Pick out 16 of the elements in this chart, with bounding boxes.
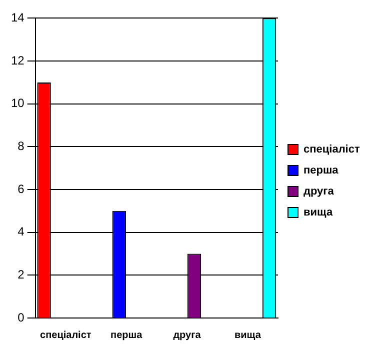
- legend-label: спеціаліст: [304, 144, 360, 156]
- legend-label: перша: [304, 164, 340, 177]
- x-tick-label: вища: [234, 330, 262, 341]
- y-tick-label: 2: [18, 267, 25, 282]
- y-tick-label: 0: [18, 310, 25, 324]
- y-tick-label: 10: [10, 96, 25, 110]
- x-tick-label: друга: [173, 330, 202, 341]
- legend-label: вища: [304, 206, 334, 219]
- y-tick-label: 4: [18, 224, 25, 239]
- y-tick-label: 6: [18, 182, 25, 196]
- y-tick-label: 14: [10, 10, 25, 25]
- x-tick-label: перша: [110, 330, 143, 341]
- legend-label: друга: [304, 186, 335, 198]
- x-tick-label: спеціаліст: [40, 330, 92, 341]
- y-tick-label: 12: [10, 53, 25, 68]
- y-tick-label: 8: [18, 139, 25, 153]
